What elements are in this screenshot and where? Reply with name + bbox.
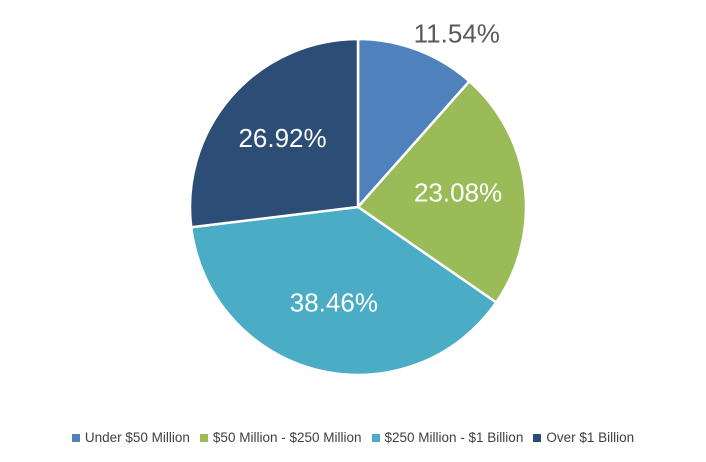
- data-label-under-50m: 11.54%: [414, 18, 500, 48]
- pie-slice-over-1b: [188, 37, 360, 229]
- legend-swatch-50m-250m: [199, 433, 208, 442]
- data-label-over-1b: 26.92%: [238, 123, 326, 153]
- chart-legend: Under $50 Million $50 Million - $250 Mill…: [0, 430, 706, 445]
- legend-item-over-1b: Over $1 Billion: [533, 430, 634, 445]
- legend-item-250m-1b: $250 Million - $1 Billion: [371, 430, 524, 445]
- pie-slice-50m-250m: [356, 80, 528, 304]
- legend-swatch-250m-1b: [371, 433, 380, 442]
- pie-slice-250m-1b: [189, 205, 498, 377]
- legend-label-under-50m: Under $50 Million: [84, 430, 190, 445]
- legend-label-50m-250m: $50 Million - $250 Million: [212, 430, 362, 445]
- data-label-250m-1b: 38.46%: [290, 288, 378, 318]
- legend-item-under-50m: Under $50 Million: [71, 430, 190, 445]
- pie-slices: [188, 37, 528, 377]
- legend-swatch-over-1b: [533, 433, 542, 442]
- pie-slice-under-50m: [356, 37, 471, 209]
- legend-swatch-under-50m: [71, 433, 80, 442]
- legend-item-50m-250m: $50 Million - $250 Million: [199, 430, 362, 445]
- legend-label-250m-1b: $250 Million - $1 Billion: [384, 430, 524, 445]
- data-label-50m-250m: 23.08%: [414, 178, 502, 208]
- pie-data-labels: 11.54% 23.08% 38.46% 26.92%: [238, 18, 502, 317]
- legend-label-over-1b: Over $1 Billion: [546, 430, 635, 445]
